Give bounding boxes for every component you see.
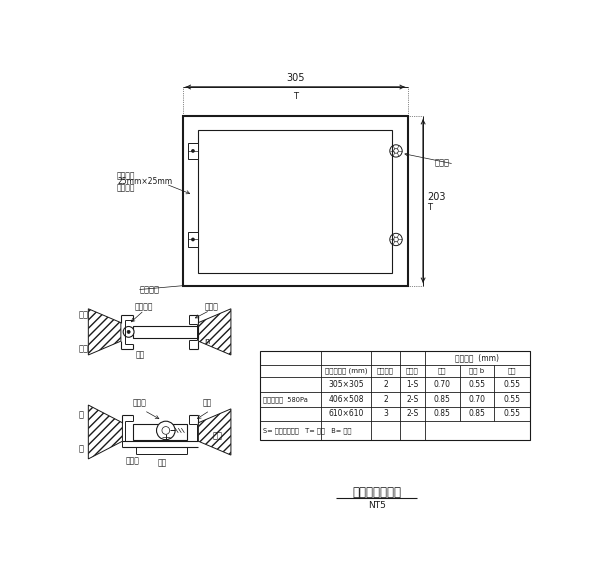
Text: 3: 3	[383, 409, 388, 418]
Text: 金属厚度  (mm): 金属厚度 (mm)	[455, 353, 499, 363]
Text: 610×610: 610×610	[328, 409, 364, 418]
Circle shape	[123, 326, 134, 338]
Polygon shape	[88, 405, 123, 459]
Text: 检修口尺寸 (mm): 检修口尺寸 (mm)	[325, 368, 367, 374]
Polygon shape	[198, 309, 231, 355]
Text: 框架设备: 框架设备	[139, 285, 159, 294]
Text: 风管: 风管	[79, 345, 88, 353]
Text: 镜板数量: 镜板数量	[377, 368, 394, 374]
Text: 角铁: 角铁	[508, 368, 516, 374]
Text: 305: 305	[286, 73, 305, 83]
Text: S= 镜板数量编码   T= 上入   B= 下卧: S= 镜板数量编码 T= 上入 B= 下卧	[264, 427, 352, 434]
Text: 0.85: 0.85	[468, 409, 486, 418]
Text: 框板 b: 框板 b	[469, 368, 484, 374]
Text: 1-S: 1-S	[406, 380, 418, 389]
Text: 风管: 风管	[202, 398, 211, 407]
Text: 2: 2	[383, 380, 388, 389]
Bar	[183, 116, 408, 286]
Text: 风管: 风管	[79, 311, 88, 319]
Text: 0.70: 0.70	[434, 380, 450, 389]
Text: 0.85: 0.85	[434, 395, 450, 404]
Text: 静压不大于  580Pa: 静压不大于 580Pa	[263, 396, 308, 402]
Text: 框架: 框架	[136, 350, 145, 360]
Text: 列设设备: 列设设备	[117, 171, 136, 180]
Text: T: T	[293, 92, 298, 102]
Text: 2-S: 2-S	[406, 409, 418, 418]
Circle shape	[156, 421, 175, 440]
Text: 门: 门	[79, 444, 83, 453]
Circle shape	[192, 238, 194, 241]
Text: 0.55: 0.55	[504, 380, 521, 389]
Bar	[133, 326, 198, 338]
Text: 0.85: 0.85	[434, 409, 450, 418]
Text: 406×508: 406×508	[328, 395, 364, 404]
Bar	[133, 425, 187, 440]
Text: 门: 门	[79, 411, 83, 419]
Text: 2-S: 2-S	[406, 395, 418, 404]
Text: n: n	[205, 336, 210, 346]
Bar	[187, 232, 198, 247]
Text: T: T	[427, 203, 432, 211]
Circle shape	[192, 150, 194, 152]
Text: 风管检修门详图: 风管检修门详图	[352, 485, 401, 499]
Text: 角键设备: 角键设备	[117, 183, 136, 192]
Text: 2: 2	[383, 395, 388, 404]
Text: 305×305: 305×305	[328, 380, 364, 389]
Text: 垃圖条: 垃圖条	[126, 457, 139, 466]
Text: NT5: NT5	[368, 502, 386, 510]
Text: 安全锁: 安全锁	[133, 398, 146, 407]
Text: 0.55: 0.55	[468, 380, 486, 389]
Text: 档板数: 档板数	[406, 368, 419, 374]
Text: 25mm×25mm: 25mm×25mm	[117, 177, 172, 186]
Polygon shape	[198, 409, 231, 455]
Text: 0.55: 0.55	[504, 395, 521, 404]
Bar	[187, 143, 198, 159]
Text: 安全锁: 安全锁	[435, 158, 450, 167]
Text: 密封条: 密封条	[205, 302, 218, 311]
Text: 风管: 风管	[212, 432, 223, 440]
Bar	[261, 351, 530, 440]
Text: 203: 203	[427, 192, 446, 202]
Text: 0.55: 0.55	[504, 409, 521, 418]
Circle shape	[127, 331, 130, 333]
Polygon shape	[88, 309, 121, 355]
Bar	[198, 130, 392, 273]
Text: 面板: 面板	[438, 368, 446, 374]
Text: 基座: 基座	[157, 458, 167, 467]
Text: 0.70: 0.70	[468, 395, 486, 404]
Text: 列设设备: 列设设备	[135, 302, 154, 311]
